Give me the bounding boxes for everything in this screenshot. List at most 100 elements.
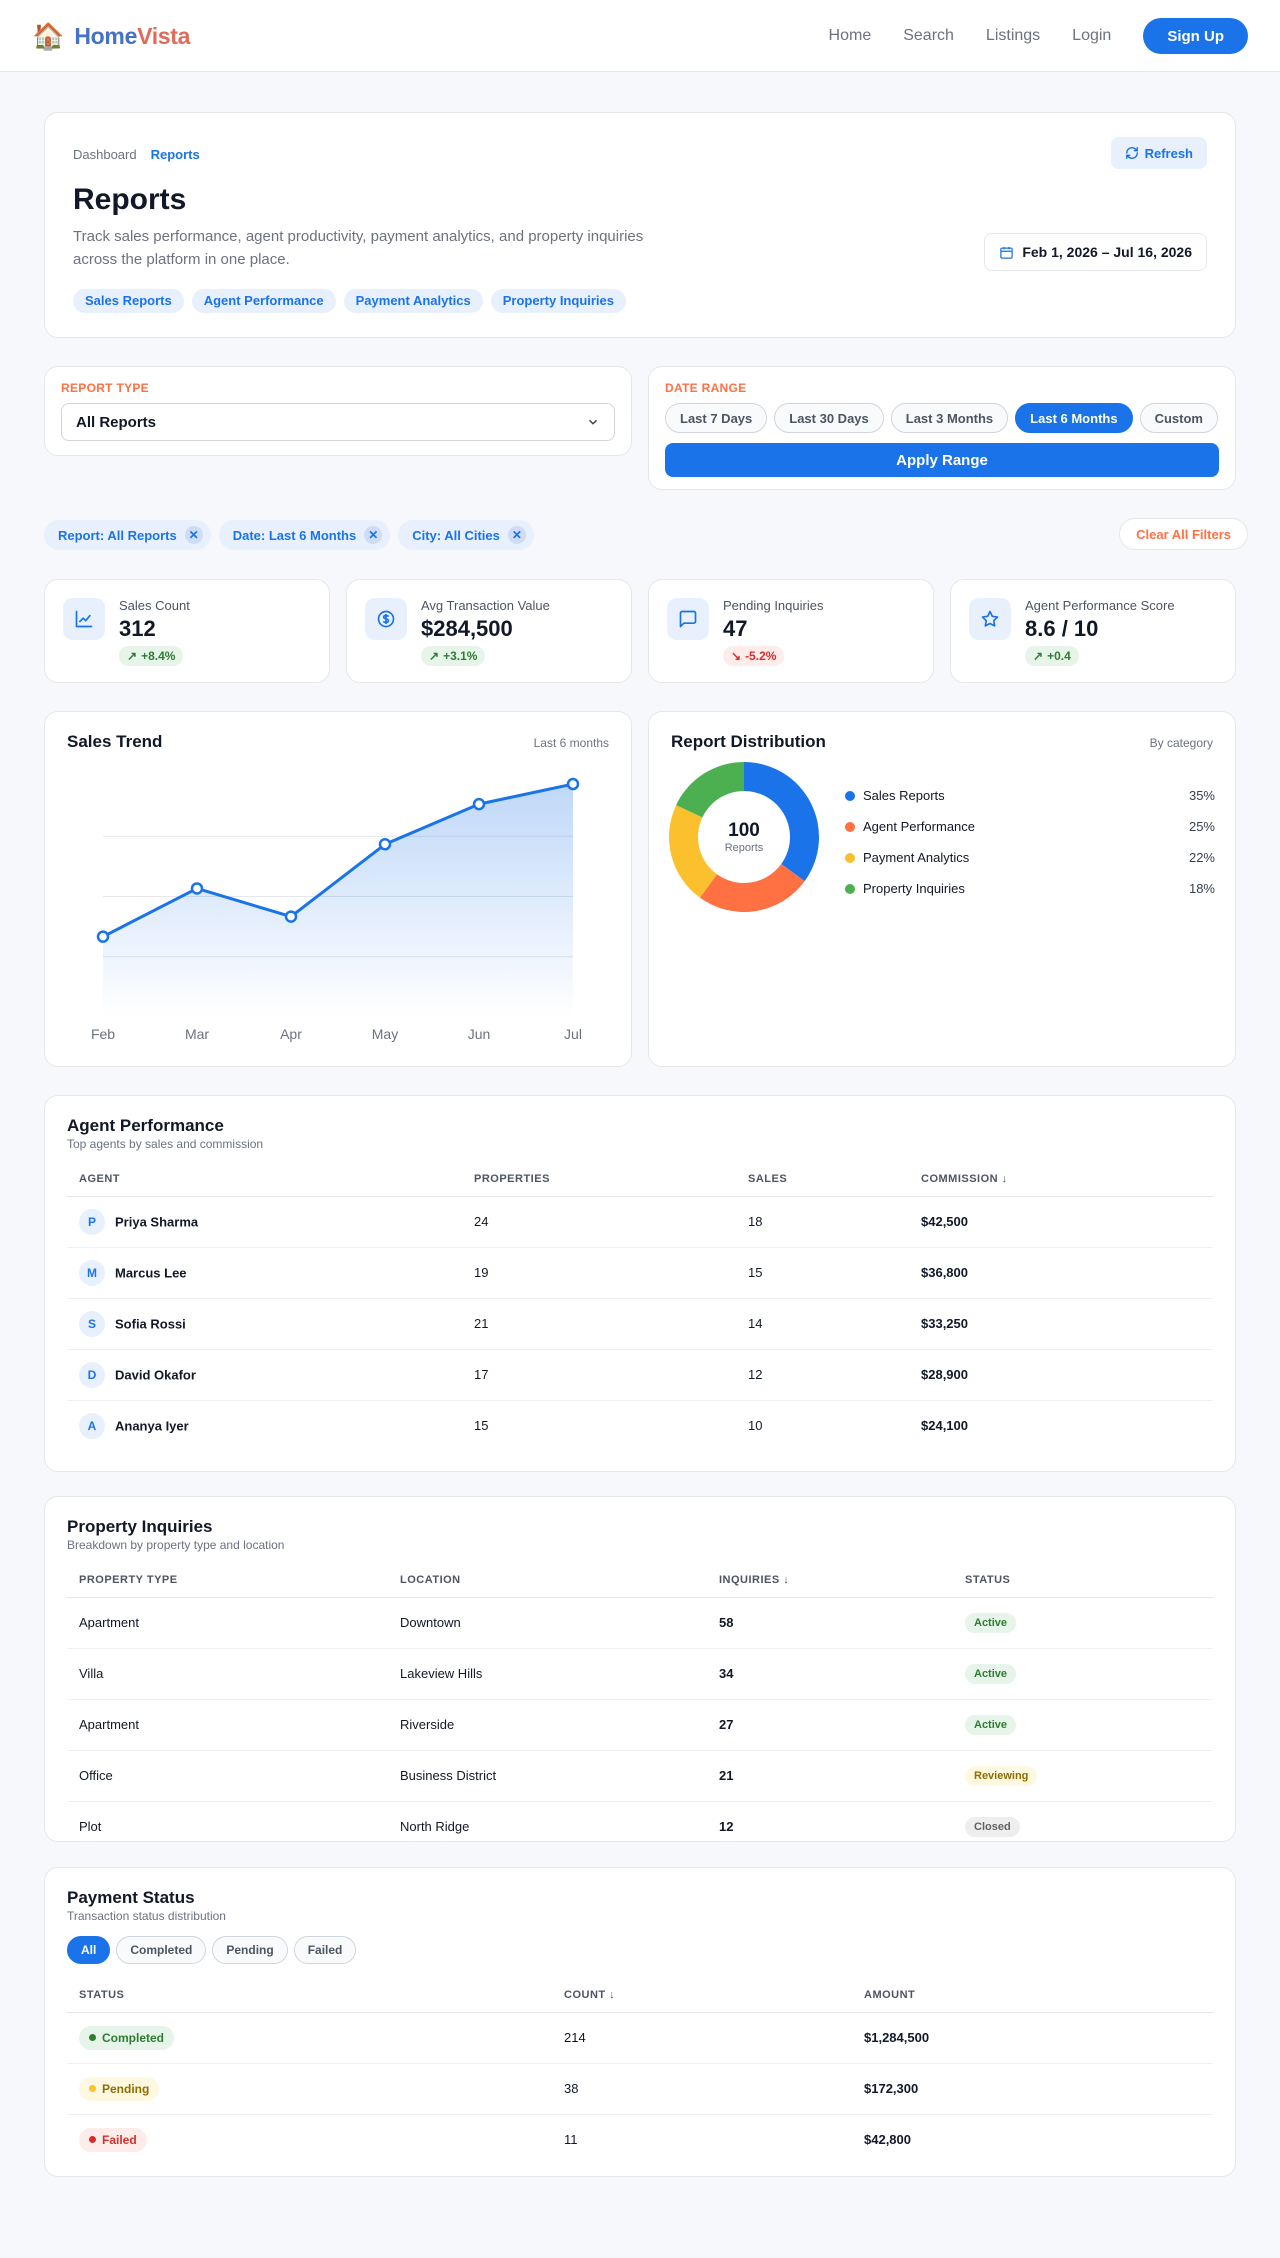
arrow-up-right-icon: ↗: [429, 649, 440, 663]
donut-center: 100 Reports: [669, 820, 819, 854]
property-inquiries-card: Property Inquiries Breakdown by property…: [44, 1496, 1236, 1842]
kpi-card-pending-inquiries: Pending Inquiries 47 ↘ -5.2%: [648, 579, 934, 683]
legend-item: Payment Analytics 22%: [845, 842, 1215, 873]
table-row: P Priya Sharma 24 18 $42,500: [67, 1196, 1213, 1248]
report-type-value: All Reports: [76, 413, 157, 431]
chevron-down-icon: [589, 419, 597, 425]
status-dot: [89, 2085, 96, 2092]
refresh-icon: [1125, 147, 1138, 159]
tab-failed[interactable]: Failed: [293, 1936, 357, 1964]
donut-center-value: 100: [728, 820, 760, 841]
brand-name: HomeVista: [74, 22, 191, 49]
column-header: STATUS: [953, 1563, 1213, 1598]
kpi-delta: ↘ -5.2%: [723, 646, 785, 666]
nav-link-search[interactable]: Search: [903, 27, 954, 44]
apply-range-button[interactable]: Apply Range: [665, 443, 1219, 477]
reports-header-card: Dashboard Reports Refresh Reports Track s…: [44, 112, 1236, 338]
donut-center-label: Reports: [724, 842, 764, 854]
column-header: SALES: [736, 1162, 909, 1197]
agent-name: Marcus Lee: [115, 1265, 187, 1280]
breadcrumb: Dashboard Reports: [73, 147, 200, 162]
distribution-subtitle: By category: [1149, 736, 1213, 750]
star-icon: [969, 598, 1011, 640]
kpi-value: 312: [119, 616, 156, 641]
column-header-sortable[interactable]: COMMISSION ↓: [909, 1162, 1213, 1197]
sales-line: [102, 782, 574, 939]
status-badge: Closed: [965, 1816, 1020, 1837]
x-tick-label: May: [372, 1026, 398, 1042]
legend-item: Agent Performance 25%: [845, 811, 1215, 842]
column-header: AGENT: [67, 1162, 462, 1197]
signup-button[interactable]: Sign Up: [1143, 18, 1248, 54]
payment-status-title: Payment Status: [67, 1888, 195, 1907]
nav-link-home[interactable]: Home: [828, 27, 872, 44]
range-custom[interactable]: Custom: [1139, 403, 1218, 433]
nav-link-listings[interactable]: Listings: [985, 27, 1041, 44]
chip-payment-analytics[interactable]: Payment Analytics: [343, 289, 483, 313]
kpi-value: 8.6 / 10: [1025, 616, 1099, 641]
donut-slice: [744, 762, 819, 882]
property-inquiries-title: Property Inquiries: [67, 1517, 213, 1536]
status-badge: Completed: [79, 2025, 175, 2050]
report-type-label: REPORT TYPE: [61, 381, 149, 395]
agent-name: Sofia Rossi: [115, 1316, 186, 1331]
avatar: D: [79, 1361, 105, 1388]
range-last-7-days[interactable]: Last 7 Days: [665, 403, 768, 433]
house-icon: 🏠: [32, 21, 65, 51]
date-range-options: Last 7 Days Last 30 Days Last 3 Months L…: [665, 403, 1225, 433]
nav-link-login[interactable]: Login: [1072, 27, 1112, 44]
table-row: Plot North Ridge 12 Closed: [67, 1801, 1213, 1852]
date-range-text: Feb 1, 2026 – Jul 16, 2026: [1022, 244, 1192, 260]
status-badge: Active: [965, 1612, 1017, 1633]
date-range-display[interactable]: Feb 1, 2026 – Jul 16, 2026: [984, 233, 1207, 271]
avatar: P: [79, 1208, 105, 1235]
sales-trend-card: Sales Trend Last 6 months Feb Mar Apr May Ju…: [44, 711, 632, 1067]
distribution-legend: Sales Reports 35% Agent Performance 25% Pa…: [845, 780, 1215, 904]
table-row: Failed 11 $42,800: [67, 2114, 1213, 2165]
column-header-sortable[interactable]: COUNT ↓: [552, 1978, 852, 2013]
property-inquiries-subtitle: Breakdown by property type and location: [67, 1538, 285, 1552]
range-last-6-months[interactable]: Last 6 Months: [1015, 403, 1133, 433]
brand-logo[interactable]: 🏠 HomeVista: [32, 20, 190, 52]
x-tick-label: Feb: [91, 1026, 115, 1042]
agent-performance-card: Agent Performance Top agents by sales an…: [44, 1095, 1236, 1472]
calendar-icon: [1000, 246, 1014, 259]
kpi-label: Avg Transaction Value: [421, 598, 550, 613]
column-header-sortable[interactable]: INQUIRIES ↓: [707, 1563, 953, 1598]
table-row: Apartment Riverside 27 Active: [67, 1699, 1213, 1751]
column-header: STATUS: [67, 1978, 552, 2013]
x-tick-label: Jun: [468, 1026, 491, 1042]
agent-performance-subtitle: Top agents by sales and commission: [67, 1137, 264, 1151]
column-header: LOCATION: [388, 1563, 707, 1598]
kpi-card-sales-count: Sales Count 312 ↗ +8.4%: [44, 579, 330, 683]
range-last-30-days[interactable]: Last 30 Days: [774, 403, 884, 433]
property-inquiries-table: PROPERTY TYPE LOCATION INQUIRIES ↓ STATU…: [67, 1563, 1213, 1852]
chip-sales-reports[interactable]: Sales Reports: [73, 289, 184, 313]
refresh-button[interactable]: Refresh: [1110, 137, 1207, 169]
close-icon[interactable]: ✕: [364, 526, 383, 544]
chip-property-inquiries[interactable]: Property Inquiries: [490, 289, 626, 313]
close-icon[interactable]: ✕: [507, 526, 526, 544]
close-icon[interactable]: ✕: [184, 526, 203, 544]
kpi-delta: ↗ +3.1%: [421, 646, 486, 666]
legend-swatch: [845, 790, 855, 801]
sales-area-fill: [103, 784, 573, 1017]
filter-chip-city: City: All Cities ✕: [398, 520, 534, 550]
agent-performance-table: AGENT PROPERTIES SALES COMMISSION ↓ P Pri…: [67, 1162, 1213, 1451]
clear-filters-button[interactable]: Clear All Filters: [1119, 518, 1248, 550]
legend-swatch: [845, 852, 855, 863]
table-row: A Ananya Iyer 15 10 $24,100: [67, 1400, 1213, 1451]
dollar-circle-icon: [365, 598, 407, 640]
tab-pending[interactable]: Pending: [212, 1936, 288, 1964]
chip-agent-performance[interactable]: Agent Performance: [191, 289, 336, 313]
range-last-3-months[interactable]: Last 3 Months: [890, 403, 1009, 433]
tab-completed[interactable]: Completed: [116, 1936, 207, 1964]
payment-status-table: STATUS COUNT ↓ AMOUNT Completed 214 $1,284…: [67, 1978, 1213, 2165]
breadcrumb-dashboard[interactable]: Dashboard: [73, 147, 137, 162]
tab-all[interactable]: All: [67, 1936, 111, 1964]
arrow-down-right-icon: ↘: [731, 649, 742, 663]
date-range-label: DATE RANGE: [665, 381, 747, 395]
status-badge: Active: [965, 1663, 1017, 1684]
report-type-select[interactable]: All Reports: [61, 403, 615, 441]
legend-item: Property Inquiries 18%: [845, 873, 1215, 904]
